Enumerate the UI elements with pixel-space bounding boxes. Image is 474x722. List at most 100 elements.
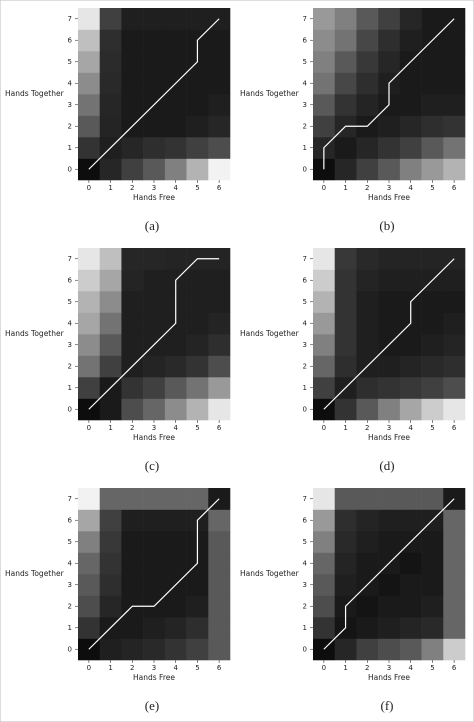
x-tick-label: 4 [408, 424, 413, 432]
heat-cell [313, 552, 336, 575]
x-tick-label: 0 [322, 184, 326, 192]
heat-cell [143, 355, 166, 378]
x-tick-label: 0 [87, 424, 91, 432]
heat-cell [313, 94, 336, 116]
heat-cell [164, 595, 187, 618]
x-tick-label: 6 [452, 664, 457, 672]
heat-cell [356, 72, 379, 95]
y-tick-label: 3 [68, 341, 72, 349]
heat-cell [378, 137, 401, 159]
heat-cell [378, 312, 401, 335]
y-tick-label: 5 [303, 538, 307, 546]
y-tick-label: 5 [68, 58, 72, 66]
x-tick-label: 3 [152, 664, 156, 672]
caption: (a) [145, 218, 159, 233]
heat-cell [443, 334, 466, 356]
heat-cell [399, 137, 422, 159]
heat-cell [443, 377, 466, 399]
heat-cell [99, 94, 122, 116]
heat-cell [121, 398, 144, 421]
heat-cell [399, 158, 422, 181]
y-tick-label: 3 [68, 581, 72, 589]
heat-cell [143, 398, 166, 421]
y-tick-label: 1 [303, 384, 307, 392]
heat-cell [164, 552, 187, 575]
x-tick-label: 0 [87, 664, 91, 672]
heat-cell [164, 137, 187, 159]
y-tick-label: 0 [303, 405, 307, 413]
heat-cell [143, 158, 166, 181]
heat-cell [208, 638, 231, 661]
y-tick-label: 4 [303, 79, 308, 87]
heat-cell [186, 291, 209, 313]
heat-cell [78, 552, 101, 575]
heat-cell [208, 398, 231, 421]
heat-cell [99, 595, 122, 618]
x-tick-label: 6 [217, 184, 222, 192]
heat-cell [78, 115, 101, 138]
y-tick-label: 2 [68, 122, 72, 130]
heat-cell [443, 638, 466, 661]
heat-cell [99, 552, 122, 575]
heat-cell [186, 94, 209, 116]
heat-cell [399, 8, 422, 30]
x-tick-label: 0 [322, 664, 326, 672]
heat-cell [164, 509, 187, 532]
heat-cell [378, 488, 401, 510]
heat-cell [313, 531, 336, 553]
x-tick-label: 2 [365, 424, 369, 432]
y-tick-label: 4 [303, 319, 308, 327]
heat-cell [208, 595, 231, 618]
heat-cell [313, 8, 336, 30]
heat-cell [313, 488, 336, 510]
heat-cell [356, 617, 379, 639]
heat-cell [421, 398, 444, 421]
heat-cell [143, 509, 166, 532]
heat-cell [121, 248, 144, 270]
heat-cell [143, 552, 166, 575]
heat-cell [186, 269, 209, 292]
heat-cell [186, 488, 209, 510]
heat-cell [208, 115, 231, 138]
heat-cell [143, 269, 166, 292]
heat-cell [121, 488, 144, 510]
y-tick-label: 7 [303, 255, 307, 263]
x-tick-label: 5 [430, 664, 434, 672]
heat-cell [421, 355, 444, 378]
heat-cell [164, 488, 187, 510]
heat-cell [208, 248, 231, 270]
panel: 0 1 2 3 4 5 6 0 1 2 3 4 5 6 7 Hands Free Hands Together (… [5, 8, 231, 233]
y-tick-label: 3 [303, 341, 307, 349]
heat-cell [378, 574, 401, 596]
heat-cell [208, 72, 231, 95]
heat-cell [164, 531, 187, 553]
heat-cell [313, 574, 336, 596]
y-tick-label: 7 [68, 495, 72, 503]
heat-cell [443, 29, 466, 52]
x-axis-label: Hands Free [133, 673, 175, 682]
x-tick-label: 2 [130, 424, 134, 432]
y-tick-label: 5 [68, 298, 72, 306]
heat-cell [421, 617, 444, 639]
x-tick-label: 4 [173, 184, 178, 192]
heat-cell [399, 574, 422, 596]
y-tick-label: 4 [68, 319, 73, 327]
caption: (d) [379, 458, 394, 473]
heat-cell [421, 158, 444, 181]
heat-cell [208, 574, 231, 596]
heat-cell [313, 509, 336, 532]
heat-cell [186, 617, 209, 639]
x-tick-label: 6 [217, 664, 222, 672]
heat-cell [78, 574, 101, 596]
y-tick-label: 1 [68, 624, 72, 632]
x-tick-label: 4 [408, 664, 413, 672]
heat-cell [399, 29, 422, 52]
heat-cell [334, 291, 357, 313]
heat-cell [421, 377, 444, 399]
heat-cell [399, 509, 422, 532]
heat-cell [443, 398, 466, 421]
x-tick-label: 0 [87, 184, 91, 192]
y-axis-label: Hands Together [5, 329, 65, 338]
x-tick-label: 1 [343, 184, 347, 192]
